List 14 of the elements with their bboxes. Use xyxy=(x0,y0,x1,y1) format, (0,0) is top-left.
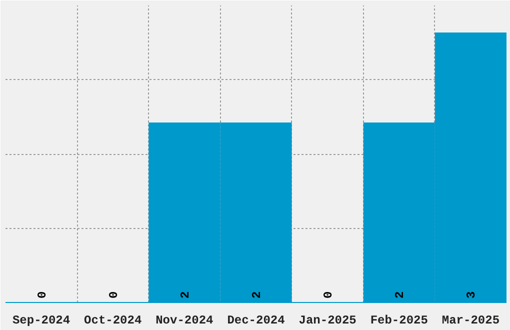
data-label: 3 xyxy=(464,291,479,298)
data-label: 0 xyxy=(322,291,336,298)
x-tick-label: Sep-2024 xyxy=(12,314,70,328)
x-tick-label: Nov-2024 xyxy=(156,314,214,328)
x-tick-label: Mar-2025 xyxy=(442,314,500,328)
x-tick-label: Feb-2025 xyxy=(370,314,428,328)
data-label: 0 xyxy=(35,291,50,298)
data-label: 2 xyxy=(250,291,264,298)
x-tick-label: Jan-2025 xyxy=(298,314,356,328)
data-label: 0 xyxy=(106,291,121,298)
data-label: 2 xyxy=(393,291,408,298)
x-tick-label: Dec-2024 xyxy=(227,314,285,328)
x-tick-label: Oct-2024 xyxy=(84,314,142,328)
data-label: 2 xyxy=(178,291,192,298)
